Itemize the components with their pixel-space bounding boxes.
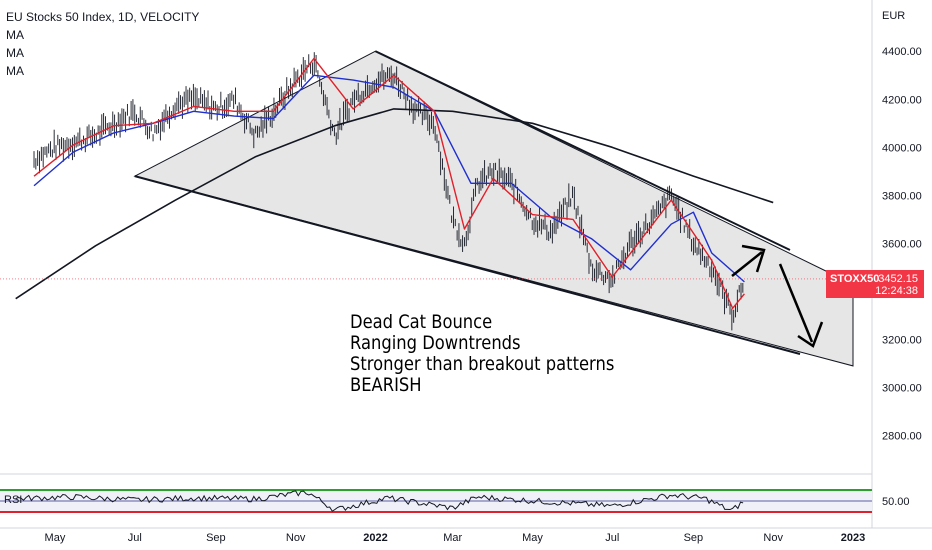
x-tick-label: Jul [605, 532, 619, 544]
price-tag-value: 3452.15 [878, 272, 918, 285]
time-axis[interactable]: May Jul Sep Nov 2022 Mar May Jul Sep Nov 2023 [45, 532, 866, 544]
x-tick-label: Nov [763, 532, 783, 544]
x-tick-label: Jul [128, 532, 142, 544]
grid [0, 0, 932, 529]
projection-arrows [731, 244, 824, 348]
x-tick-label: Sep [206, 532, 226, 544]
price-tag-symbol: STOXX50 [830, 272, 880, 285]
x-tick-label: Nov [286, 532, 306, 544]
lower-trend-line [134, 175, 801, 355]
y-tick-label: 4200.00 [882, 94, 922, 106]
x-tick-label: 2023 [841, 532, 865, 544]
y-tick-label: 3200.00 [882, 334, 922, 346]
last-price-tag: STOXX50 3452.15 12:24:38 [826, 269, 924, 298]
arrow-up-shaft [731, 251, 763, 277]
y-tick-label: 3000.00 [882, 383, 922, 395]
price-axis[interactable]: EUR4400.004200.004000.003800.003600.0034… [882, 10, 922, 443]
rsi-level-label: 50.00 [882, 496, 910, 508]
ma-mid-line [33, 74, 745, 283]
x-tick-label: 2022 [363, 532, 387, 544]
annotation-line-2: Ranging Downtrends [350, 332, 521, 354]
arrow-up-head [741, 244, 766, 273]
rsi-label: RSI [4, 494, 22, 506]
currency-label: EUR [882, 10, 905, 22]
annotation-line-4: BEARISH [350, 374, 422, 396]
trend-lines [0, 50, 872, 355]
ma-fast-line [33, 57, 745, 309]
x-tick-label: Mar [443, 532, 462, 544]
annotation-line-1: Dead Cat Bounce [350, 311, 493, 333]
indicator-ma-1[interactable]: MA [6, 28, 24, 42]
chart-annotation: Dead Cat Bounce Ranging Downtrends Stron… [350, 312, 614, 396]
y-tick-label: 3600.00 [882, 238, 922, 250]
rsi-line [15, 490, 744, 512]
x-tick-label: Sep [684, 532, 704, 544]
indicator-ma-3[interactable]: MA [6, 64, 24, 78]
rsi-panel: RSI 50.00 [0, 489, 910, 513]
y-tick-label: 2800.00 [882, 431, 922, 443]
ma-slow-line [15, 108, 774, 300]
bar-countdown: 12:24:38 [875, 284, 918, 297]
annotation-line-3: Stronger than breakout patterns [350, 353, 615, 375]
arrow-down-head [797, 321, 824, 348]
x-tick-label: May [522, 532, 543, 544]
arrow-down-shaft [778, 263, 814, 343]
y-tick-label: 4400.00 [882, 46, 922, 58]
upper-trend-line [375, 50, 791, 251]
chart-legend: EU Stocks 50 Index, 1D, VELOCITY MA MA M… [6, 8, 199, 80]
moving-averages [15, 57, 774, 309]
x-tick-label: May [45, 532, 66, 544]
y-tick-label: 3800.00 [882, 190, 922, 202]
y-tick-label: 4000.00 [882, 142, 922, 154]
chart-title[interactable]: EU Stocks 50 Index, 1D, VELOCITY [6, 10, 200, 24]
indicator-ma-2[interactable]: MA [6, 46, 24, 60]
